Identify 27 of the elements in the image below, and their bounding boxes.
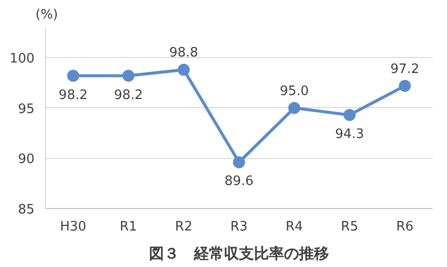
- data-label: 98.2: [58, 88, 88, 103]
- x-tick-label: R1: [120, 220, 138, 234]
- point: [288, 102, 300, 114]
- point: [344, 108, 356, 121]
- data-label: 98.2: [114, 88, 143, 103]
- data-label: 89.6: [224, 174, 254, 190]
- y-tick-label: 90: [18, 152, 35, 168]
- point: [178, 64, 190, 76]
- x-tick-label: R2: [175, 220, 192, 234]
- y-tick-label: 95: [18, 102, 35, 117]
- point: [67, 70, 80, 82]
- data-label: 98.8: [169, 46, 198, 61]
- point: [122, 70, 134, 82]
- x-tick-label: R4: [286, 220, 303, 234]
- text: 図３ 経常収支比率の推移: [149, 244, 329, 262]
- y-axis-title: (%): [36, 8, 58, 22]
- data-label: 94.3: [335, 126, 364, 142]
- point: [398, 80, 411, 92]
- y-tick-label: 100: [10, 52, 35, 67]
- data-label: 97.2: [390, 62, 420, 77]
- y-tick-label: 85: [18, 202, 35, 218]
- x-tick-label: R6: [396, 220, 414, 234]
- x-tick-label: R3: [230, 220, 248, 234]
- x-tick-label: R5: [340, 220, 358, 234]
- data-label: 95.0: [280, 84, 309, 99]
- point: [233, 156, 245, 168]
- x-tick-label: H30: [60, 220, 86, 234]
